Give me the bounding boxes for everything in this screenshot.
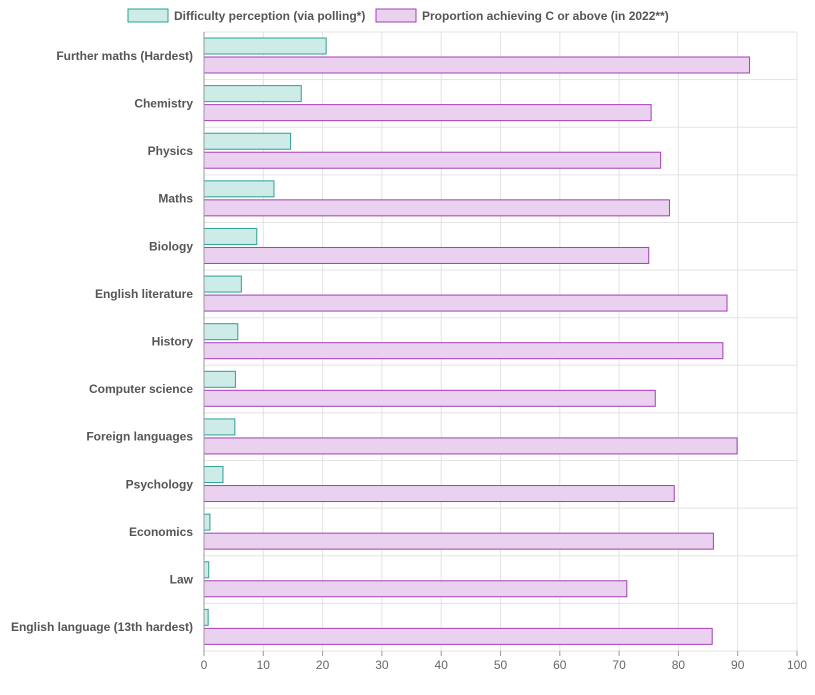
bar-difficulty-history [203, 323, 239, 341]
bar-difficulty-further-maths-hardest [203, 37, 327, 55]
category-labels: Further maths (Hardest) Chemistry Physics M… [11, 49, 194, 634]
category-label-chemistry: Chemistry [134, 96, 193, 110]
bar-difficulty-english-language-13th-hardest [203, 608, 209, 626]
x-tick-label-60: 60 [553, 658, 567, 672]
bar-difficulty-maths [203, 180, 275, 198]
x-tick-label-80: 80 [672, 658, 686, 672]
bar-proportion-economics [203, 532, 714, 550]
category-label-english-language-13th-hardest: English language (13th hardest) [11, 620, 193, 634]
legend-label-difficulty: Difficulty perception (via polling*) [174, 9, 365, 23]
bar-proportion-history [203, 342, 724, 360]
x-tick-label-30: 30 [375, 658, 389, 672]
bar-difficulty-biology [203, 227, 258, 245]
gridlines [203, 31, 798, 652]
category-label-law: Law [170, 573, 194, 587]
category-label-further-maths-hardest: Further maths (Hardest) [56, 49, 193, 63]
bar-proportion-further-maths-hardest [203, 56, 751, 74]
bar-difficulty-chemistry [203, 85, 302, 103]
legend-label-proportion: Proportion achieving C or above (in 2022… [422, 9, 669, 23]
bar-difficulty-computer-science [203, 370, 236, 388]
bar-difficulty-psychology [203, 466, 224, 484]
category-label-history: History [152, 335, 194, 349]
bar-proportion-english-literature [203, 294, 728, 312]
bar-proportion-computer-science [203, 389, 656, 407]
bar-proportion-physics [203, 151, 662, 169]
x-tick-label-90: 90 [731, 658, 745, 672]
x-tick-label-100: 100 [787, 658, 807, 672]
x-tick-label-10: 10 [257, 658, 271, 672]
bar-difficulty-physics [203, 132, 292, 150]
bar-proportion-law [203, 580, 628, 598]
category-label-english-literature: English literature [95, 287, 193, 301]
legend-swatch-proportion [375, 8, 417, 23]
bars [203, 37, 751, 645]
bar-difficulty-law [203, 561, 210, 579]
category-label-biology: Biology [149, 239, 193, 253]
legend-swatch-difficulty [127, 8, 169, 23]
category-label-maths: Maths [158, 192, 193, 206]
bar-difficulty-economics [203, 513, 211, 531]
x-tick-label-70: 70 [612, 658, 626, 672]
x-tick-label-50: 50 [494, 658, 508, 672]
x-axis-ticks: 0 10 20 30 40 50 60 70 80 90 100 [201, 651, 807, 672]
category-label-foreign-languages: Foreign languages [86, 430, 193, 444]
bar-proportion-maths [203, 199, 671, 217]
bar-proportion-foreign-languages [203, 437, 738, 455]
bar-proportion-biology [203, 246, 650, 264]
x-tick-label-0: 0 [201, 658, 208, 672]
legend: Difficulty perception (via polling*) Pro… [127, 8, 669, 23]
bar-proportion-psychology [203, 485, 675, 503]
x-tick-label-20: 20 [316, 658, 330, 672]
bar-difficulty-english-literature [203, 275, 242, 293]
category-label-computer-science: Computer science [89, 382, 193, 396]
category-label-psychology: Psychology [126, 477, 194, 491]
bar-proportion-english-language-13th-hardest [203, 627, 713, 645]
bar-proportion-chemistry [203, 104, 652, 122]
bar-difficulty-foreign-languages [203, 418, 236, 436]
x-tick-label-40: 40 [435, 658, 449, 672]
category-label-economics: Economics [129, 525, 193, 539]
category-label-physics: Physics [148, 144, 194, 158]
